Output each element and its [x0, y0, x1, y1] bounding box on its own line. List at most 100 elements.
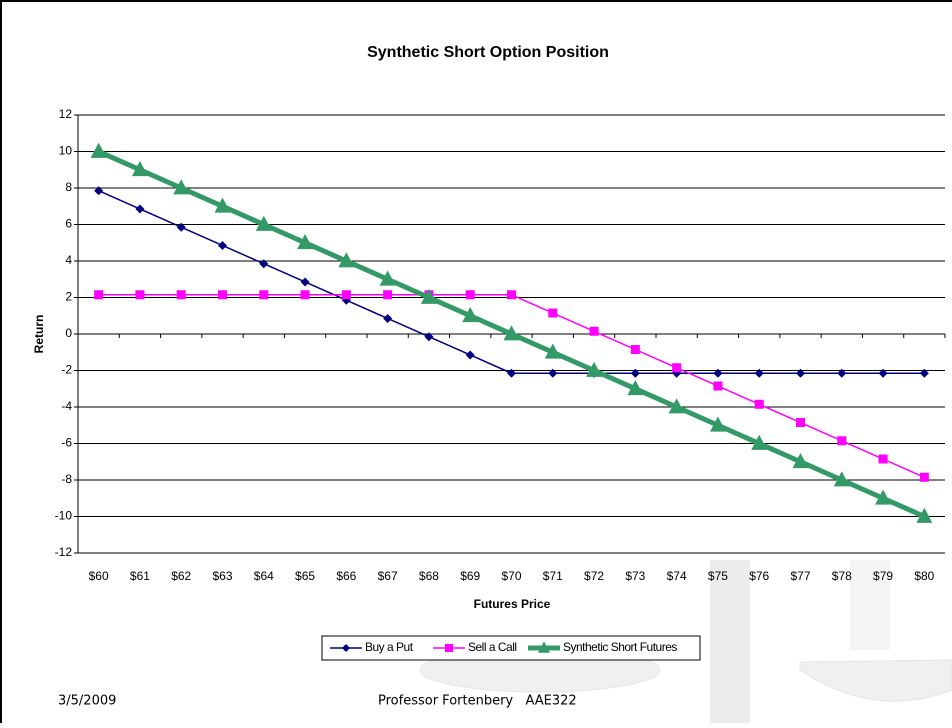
- data-point: [297, 233, 314, 250]
- data-point: [94, 290, 104, 300]
- x-tick-label: $60: [89, 569, 109, 583]
- data-point: [548, 368, 558, 378]
- y-tick-label: 0: [65, 326, 72, 340]
- data-point: [300, 290, 310, 300]
- data-point: [338, 252, 355, 268]
- data-point: [176, 222, 186, 232]
- x-tick-label: $68: [419, 569, 439, 583]
- legend-marker: [445, 644, 453, 652]
- y-tick-label: 10: [59, 144, 73, 158]
- data-point: [503, 325, 520, 341]
- legend-label: Buy a Put: [365, 640, 414, 654]
- x-tick-label: $71: [543, 569, 563, 583]
- data-point: [176, 290, 186, 300]
- data-point: [94, 186, 104, 196]
- data-point: [255, 215, 272, 231]
- data-point: [544, 343, 561, 359]
- data-point: [135, 204, 145, 214]
- footer-presenter: Professor Fortenbery AAE322: [378, 694, 577, 709]
- x-tick-label: $75: [708, 569, 728, 583]
- y-axis-title: Return: [32, 315, 46, 354]
- data-point: [424, 332, 434, 342]
- y-tick-label: 8: [65, 180, 72, 194]
- data-point: [507, 368, 516, 378]
- data-point: [878, 368, 888, 378]
- legend-item: Sell a Call: [433, 640, 517, 654]
- x-tick-label: $76: [749, 569, 769, 583]
- footer-date: 3/5/2009: [58, 694, 116, 709]
- series-line: [98, 294, 925, 478]
- y-tick-label: -6: [61, 436, 72, 450]
- data-point: [875, 489, 892, 505]
- data-point: [919, 368, 929, 378]
- data-point: [919, 472, 929, 482]
- y-tick-label: -2: [61, 363, 72, 377]
- data-point: [218, 290, 227, 300]
- legend-marker: [342, 644, 350, 652]
- x-tick-label: $74: [667, 569, 687, 583]
- y-tick-label: -12: [55, 545, 73, 559]
- y-tick-label: 4: [65, 253, 72, 267]
- x-tick-label: $69: [460, 569, 480, 583]
- data-point: [672, 363, 682, 373]
- legend: [321, 635, 701, 661]
- data-point: [586, 361, 603, 377]
- data-point: [341, 290, 351, 300]
- x-tick-label: $80: [914, 569, 934, 583]
- data-point: [383, 290, 393, 300]
- legend-label: Sell a Call: [468, 640, 517, 654]
- data-point: [300, 277, 310, 287]
- data-point: [916, 507, 933, 523]
- legend-marker: [538, 641, 550, 653]
- data-point: [796, 368, 805, 378]
- data-point: [420, 288, 437, 304]
- x-tick-label: $61: [130, 569, 150, 583]
- data-point: [833, 471, 850, 487]
- data-point: [589, 326, 599, 336]
- data-point: [709, 416, 726, 432]
- data-point: [465, 350, 475, 360]
- y-tick-label: -10: [55, 509, 73, 523]
- data-point: [754, 399, 764, 409]
- y-tick-label: 6: [65, 217, 72, 231]
- y-tick-label: 12: [59, 107, 73, 121]
- data-point: [548, 308, 558, 318]
- data-point: [90, 142, 107, 158]
- series-line: [98, 190, 925, 374]
- legend-label: Synthetic Short Futures: [563, 640, 677, 654]
- data-point: [259, 259, 269, 269]
- x-tick-label: $70: [501, 569, 521, 583]
- data-point: [507, 290, 516, 300]
- x-tick-label: $64: [254, 569, 274, 583]
- data-point: [259, 290, 269, 300]
- data-point: [837, 436, 847, 446]
- legend-item: Buy a Put: [330, 640, 414, 654]
- data-point: [135, 290, 145, 300]
- data-point: [751, 434, 768, 450]
- data-point: [379, 270, 396, 286]
- data-point: [630, 345, 640, 355]
- data-point: [792, 452, 809, 469]
- x-tick-label: $77: [790, 569, 810, 583]
- y-tick-label: 2: [65, 290, 72, 304]
- x-tick-label: $62: [171, 569, 191, 583]
- y-tick-label: -4: [61, 399, 72, 413]
- data-point: [754, 368, 764, 378]
- data-point: [627, 379, 644, 396]
- data-point: [878, 454, 888, 464]
- x-axis-title: Futures Price: [474, 597, 551, 611]
- data-point: [173, 179, 190, 195]
- data-point: [218, 240, 227, 250]
- x-tick-label: $66: [336, 569, 356, 583]
- data-point: [214, 197, 231, 213]
- data-point: [630, 368, 640, 378]
- data-point: [713, 368, 723, 378]
- data-point: [837, 368, 847, 378]
- data-point: [383, 313, 393, 323]
- data-point: [131, 160, 148, 177]
- x-tick-label: $67: [378, 569, 398, 583]
- data-point: [462, 306, 479, 323]
- data-point: [668, 398, 685, 414]
- data-point: [796, 418, 805, 428]
